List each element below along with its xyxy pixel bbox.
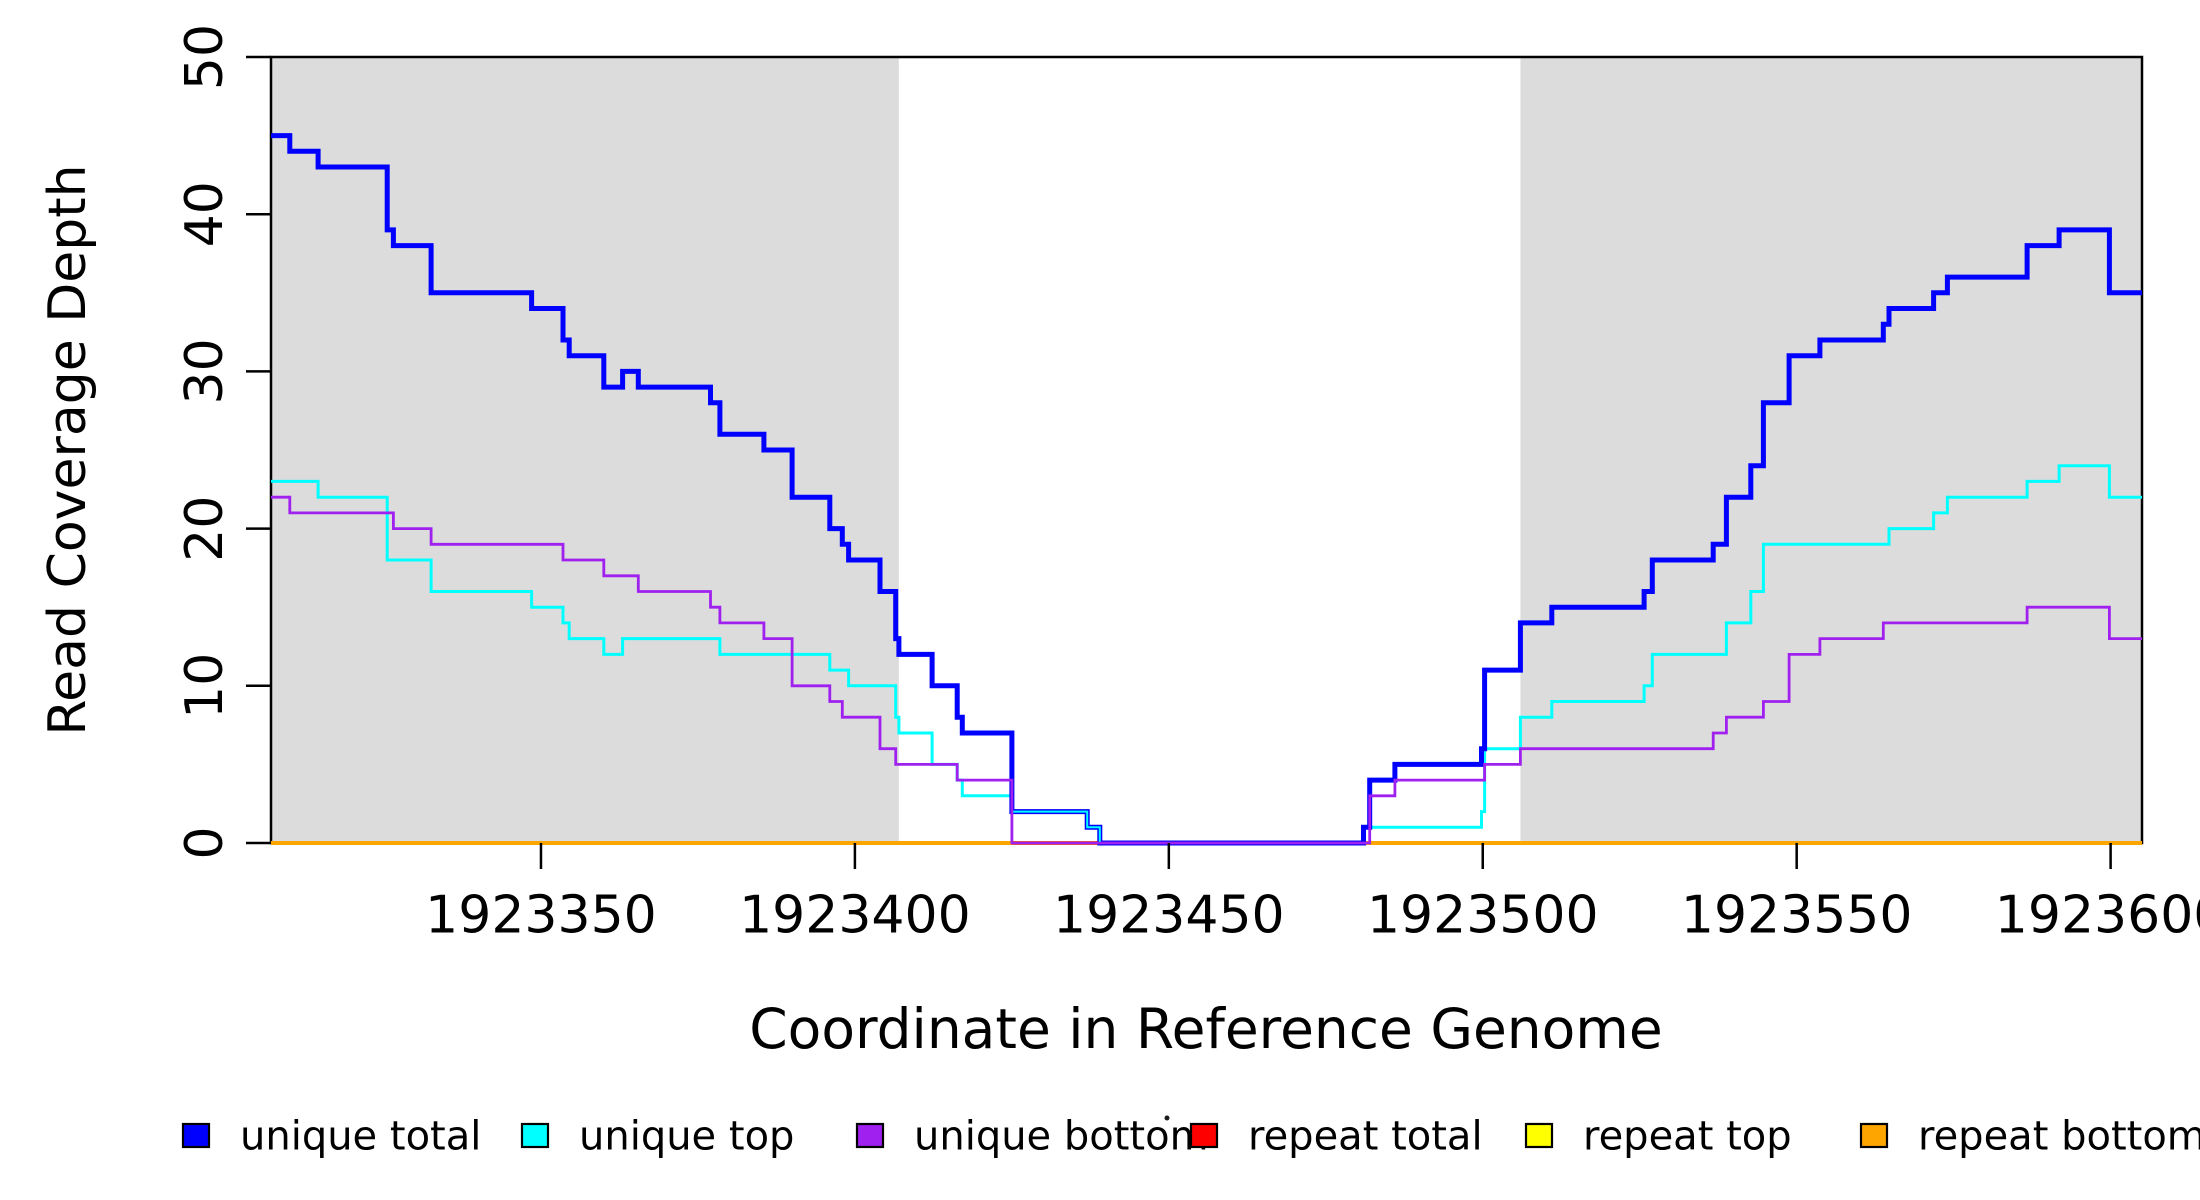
series-line-unique_bottom xyxy=(271,495,2142,845)
y-tick-label: 50 xyxy=(175,24,235,90)
legend-label-repeat-total: repeat total xyxy=(1248,1114,1483,1160)
legend-swatch-repeat-bottom xyxy=(1859,1122,1889,1149)
y-axis: 0 10 20 30 40 50 xyxy=(175,24,271,860)
y-tick-label: 40 xyxy=(175,181,235,247)
x-axis: 1923350 1923400 1923450 1923500 1923550 19236… xyxy=(425,843,2200,946)
legend-label-unique-top: unique top xyxy=(579,1114,794,1160)
y-axis-title: Read Coverage Depth xyxy=(38,164,98,735)
stray-dot-artifact xyxy=(1164,1115,1170,1121)
shaded-regions xyxy=(271,57,2142,843)
series-line-unique_total xyxy=(271,133,2142,846)
legend-swatch-unique-bottom xyxy=(855,1122,885,1149)
y-tick-label: 30 xyxy=(175,338,235,404)
shaded-region xyxy=(1520,57,2142,843)
x-axis-title: Coordinate in Reference Genome xyxy=(749,997,1662,1061)
series-lines xyxy=(271,133,2142,846)
legend: unique total unique top unique bottom repea… xyxy=(181,1114,2200,1160)
x-tick-label: 1923450 xyxy=(1053,886,1285,946)
legend-swatch-repeat-total xyxy=(1189,1122,1219,1149)
x-tick-label: 1923400 xyxy=(739,886,971,946)
x-tick-label: 1923550 xyxy=(1681,886,1913,946)
x-tick-label: 1923350 xyxy=(425,886,657,946)
y-tick-label: 0 xyxy=(175,826,235,859)
x-tick-label: 1923500 xyxy=(1367,886,1599,946)
legend-swatch-unique-top xyxy=(520,1122,550,1149)
legend-swatch-repeat-top xyxy=(1524,1122,1554,1149)
y-tick-label: 10 xyxy=(175,653,235,719)
legend-label-unique-total: unique total xyxy=(240,1114,481,1160)
legend-label-repeat-top: repeat top xyxy=(1583,1114,1792,1160)
series-line-unique_top_overlay xyxy=(1011,810,1106,844)
legend-swatch-unique-total xyxy=(181,1122,211,1149)
legend-label-repeat-bottom: repeat bottom xyxy=(1918,1114,2200,1160)
y-tick-label: 20 xyxy=(175,496,235,562)
legend-label-unique-bottom: unique bottom xyxy=(914,1114,1209,1160)
shaded-region xyxy=(271,57,899,843)
